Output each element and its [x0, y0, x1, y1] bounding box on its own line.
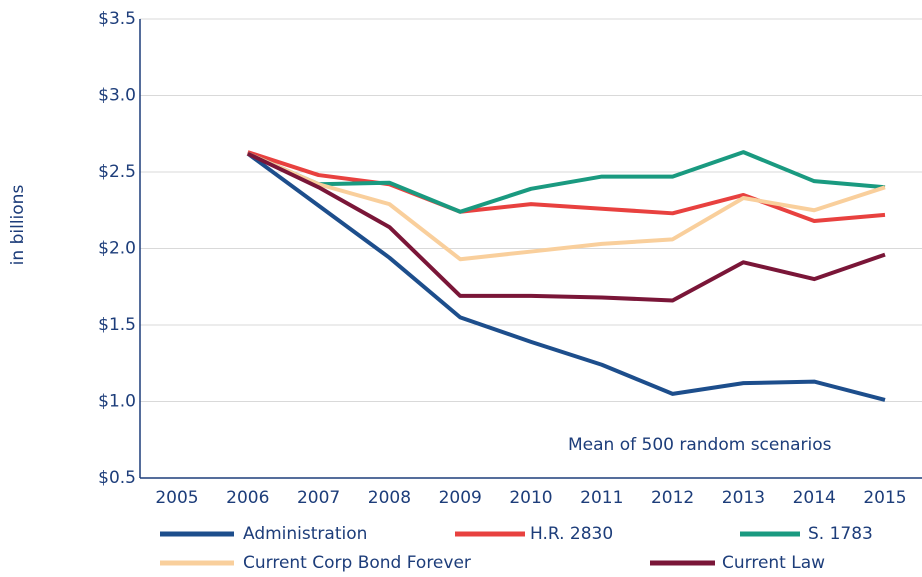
- x-tick-label: 2015: [863, 488, 906, 508]
- series-line: [246, 152, 886, 402]
- x-tick-label: 2014: [793, 488, 836, 508]
- y-tick-label: $1.5: [98, 315, 136, 335]
- y-tick-label: $3.5: [98, 9, 136, 29]
- y-tick-label: $1.0: [98, 392, 136, 412]
- x-tick-label: 2013: [722, 488, 765, 508]
- legend-label: Current Law: [722, 553, 825, 573]
- x-tick-label: 2011: [580, 488, 623, 508]
- x-tick-label: 2009: [439, 488, 482, 508]
- y-tick-label: $2.0: [98, 239, 136, 259]
- legend-label: Administration: [243, 524, 367, 544]
- x-tick-label: 2008: [368, 488, 411, 508]
- series-line: [247, 151, 886, 262]
- y-tick-label: $3.0: [98, 86, 136, 106]
- x-tick-label: 2006: [226, 488, 269, 508]
- legend-label: H.R. 2830: [530, 524, 613, 544]
- series-line: [246, 151, 886, 303]
- annotation: Mean of 500 random scenarios: [568, 435, 832, 455]
- series-line: [247, 150, 886, 214]
- x-tick-label: 2005: [155, 488, 198, 508]
- x-tick-label: 2010: [509, 488, 552, 508]
- y-axis-label: in billions: [8, 185, 28, 266]
- x-tick-label: 2007: [297, 488, 340, 508]
- y-tick-label: $2.5: [98, 162, 136, 182]
- series-line: [247, 150, 886, 223]
- legend-label: Current Corp Bond Forever: [243, 553, 471, 573]
- x-tick-label: 2012: [651, 488, 694, 508]
- legend-label: S. 1783: [808, 524, 873, 544]
- y-tick-label: $0.5: [98, 468, 136, 488]
